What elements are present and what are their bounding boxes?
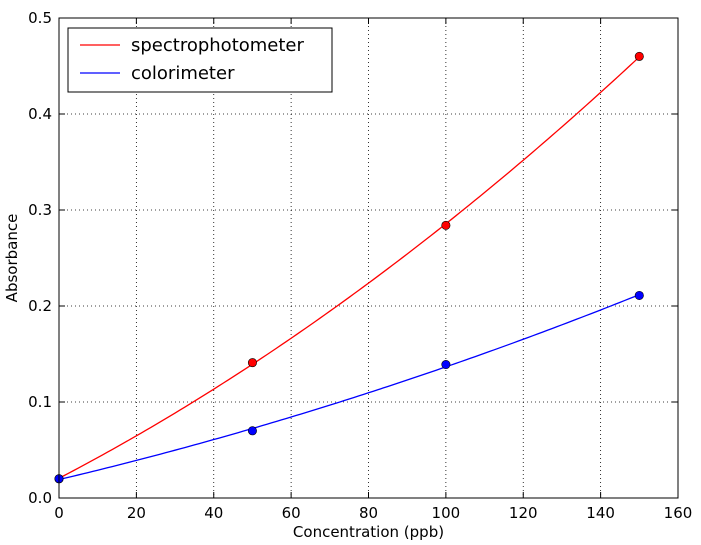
- x-tick-label: 80: [359, 504, 378, 522]
- data-point-colorimeter: [247, 426, 257, 436]
- x-tick-label: 160: [664, 504, 693, 522]
- x-tick-label: 120: [509, 504, 538, 522]
- y-tick-label: 0.1: [28, 393, 52, 411]
- axis-ticks: [58, 17, 679, 499]
- y-tick-label: 0.0: [28, 489, 52, 507]
- series-line-spectrophotometer: [58, 56, 640, 479]
- legend-box: [67, 27, 333, 93]
- data-point-colorimeter: [441, 360, 451, 370]
- x-tick-label: 140: [586, 504, 615, 522]
- y-tick-label: 0.4: [28, 105, 52, 123]
- y-tick-label: 0.5: [28, 9, 52, 27]
- series-curves: [58, 56, 640, 481]
- x-axis-label: Concentration (ppb): [293, 523, 444, 541]
- y-tick-labels: 0.0 0.1 0.2 0.3 0.4 0.5: [28, 9, 52, 507]
- data-point-spectrophotometer: [634, 51, 644, 61]
- grid: [59, 18, 678, 498]
- y-axis-label: Absorbance: [3, 214, 21, 303]
- x-tick-label: 40: [204, 504, 223, 522]
- legend-label-spectrophotometer: spectrophotometer: [131, 35, 305, 56]
- x-tick-label: 60: [282, 504, 301, 522]
- x-tick-label: 20: [127, 504, 146, 522]
- series-line-colorimeter: [58, 294, 640, 481]
- y-tick-label: 0.2: [28, 297, 52, 315]
- data-point-colorimeter: [634, 290, 644, 300]
- x-tick-label: 100: [432, 504, 461, 522]
- legend: spectrophotometer colorimeter: [67, 27, 333, 93]
- legend-label-colorimeter: colorimeter: [131, 63, 235, 84]
- data-point-spectrophotometer: [441, 220, 451, 230]
- y-tick-label: 0.3: [28, 201, 52, 219]
- series-points: [54, 51, 644, 484]
- data-point-spectrophotometer: [247, 358, 257, 368]
- x-tick-labels: 0 20 40 60 80 100 120 140 160: [54, 504, 692, 522]
- legend-entries: spectrophotometer colorimeter: [80, 35, 305, 84]
- x-tick-label: 0: [54, 504, 64, 522]
